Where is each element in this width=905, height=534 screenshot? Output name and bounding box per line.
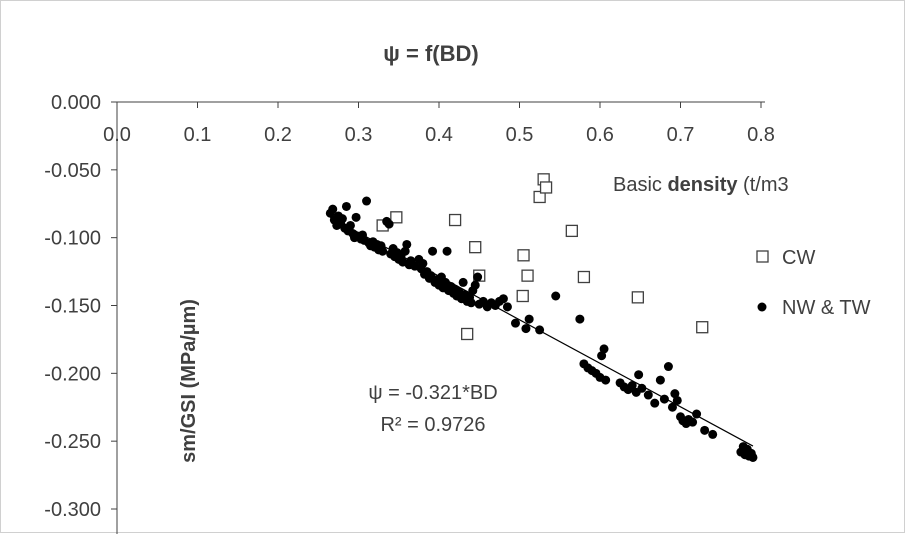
x-axis-label-suffix: (t/m3 — [738, 174, 789, 196]
point-nw-tw — [672, 395, 682, 405]
point-nw-tw — [378, 246, 388, 256]
y-tick-label: -0.100 — [44, 228, 101, 250]
point-nw-tw — [328, 204, 338, 214]
point-nw-tw — [341, 201, 351, 211]
y-tick-label: -0.150 — [44, 296, 101, 318]
x-tick-label: 0.1 — [184, 124, 212, 146]
x-tick-label: 0.6 — [586, 124, 614, 146]
point-nw-tw — [601, 375, 611, 385]
point-cw — [461, 327, 474, 341]
point-nw-tw — [535, 325, 545, 335]
point-nw-tw — [524, 314, 534, 324]
point-cw — [521, 269, 534, 282]
point-nw-tw — [351, 212, 361, 222]
point-nw-tw — [473, 272, 483, 282]
point-nw-tw — [521, 324, 531, 334]
trendline-equation: ψ = -0.321*BD — [368, 382, 497, 404]
point-cw — [469, 241, 482, 254]
point-nw-tw — [637, 383, 647, 393]
point-nw-tw — [384, 219, 394, 229]
x-axis-label-prefix: Basic — [613, 174, 667, 196]
x-tick-label: 0.3 — [345, 124, 373, 146]
point-nw-tw — [345, 220, 355, 230]
y-tick-label: -0.200 — [44, 363, 101, 385]
point-nw-tw — [402, 239, 412, 249]
chart-title: ψ = f(BD) — [383, 41, 478, 66]
point-nw-tw — [362, 196, 372, 206]
x-axis-label: Basic density (t/m3 — [613, 174, 789, 196]
x-tick-label: 0.7 — [667, 124, 695, 146]
point-cw — [696, 321, 709, 334]
y-tick-label: -0.300 — [44, 499, 101, 521]
point-nw-tw — [599, 344, 609, 354]
point-nw-tw — [418, 258, 428, 268]
point-nw-tw — [337, 214, 347, 224]
point-nw-tw — [659, 394, 669, 404]
point-cw — [539, 181, 553, 194]
point-nw-tw — [692, 409, 702, 419]
legend: CW NW & TW — [756, 247, 871, 319]
point-nw-tw — [498, 294, 508, 304]
point-nw-tw — [551, 291, 561, 301]
point-nw-tw — [700, 425, 710, 435]
point-nw-tw — [575, 314, 585, 324]
legend-marker-nw-tw — [757, 302, 767, 312]
y-axis: 0.000 -0.050 -0.100 -0.150 -0.200 -0.250 -0.30… — [44, 92, 118, 534]
point-nw-tw — [597, 351, 607, 361]
point-nw-tw — [510, 318, 520, 328]
point-nw-tw — [655, 375, 665, 385]
point-nw-tw — [627, 381, 637, 391]
x-axis-label-bold: density — [667, 174, 738, 196]
point-nw-tw — [643, 390, 653, 400]
data-points — [325, 173, 758, 462]
point-nw-tw — [466, 298, 476, 308]
point-nw-tw — [748, 452, 758, 462]
point-cw — [517, 249, 530, 262]
legend-label-nw-tw: NW & TW — [782, 297, 871, 319]
x-tick-label: 0.8 — [747, 124, 775, 146]
y-tick-label: -0.250 — [44, 431, 101, 453]
point-cw — [390, 211, 403, 224]
point-nw-tw — [663, 362, 673, 372]
point-nw-tw — [426, 271, 436, 281]
point-nw-tw — [688, 417, 698, 427]
x-axis: 0.0 0.1 0.2 0.3 0.4 0.5 0.6 0.7 0.8 — [103, 101, 775, 146]
point-cw — [577, 270, 591, 284]
point-nw-tw — [400, 246, 410, 256]
trendline-r-squared: R² = 0.9726 — [380, 414, 485, 436]
point-cw — [631, 291, 644, 304]
point-nw-tw — [470, 280, 480, 290]
point-nw-tw — [708, 429, 718, 439]
point-nw-tw — [670, 389, 680, 399]
x-tick-label: 0.4 — [425, 124, 453, 146]
y-tick-label: 0.000 — [51, 92, 101, 114]
point-cw — [565, 224, 578, 238]
legend-marker-cw — [756, 250, 769, 263]
y-axis-label: sm/GSI (MPa/µm) — [178, 299, 200, 463]
point-cw — [516, 289, 529, 303]
y-tick-label: -0.050 — [44, 160, 101, 182]
point-nw-tw — [458, 277, 468, 287]
point-nw-tw — [667, 402, 677, 412]
point-cw — [533, 190, 546, 204]
point-nw-tw — [634, 370, 644, 380]
point-nw-tw — [442, 246, 452, 256]
x-tick-label: 0.5 — [506, 124, 534, 146]
x-tick-label: 0.0 — [103, 124, 131, 146]
legend-label-cw: CW — [782, 247, 815, 269]
x-tick-label: 0.2 — [264, 124, 292, 146]
point-cw — [448, 213, 462, 227]
point-nw-tw — [650, 398, 660, 408]
point-nw-tw — [428, 246, 438, 256]
point-nw-tw — [502, 302, 512, 312]
